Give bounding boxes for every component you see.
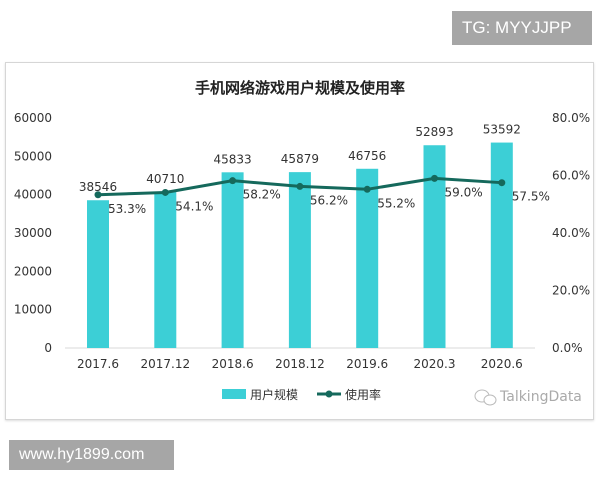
x-tick: 2019.6	[346, 357, 388, 371]
y-left-tick: 10000	[14, 303, 52, 317]
watermark-tg: TG: MYYJJPP	[452, 11, 592, 45]
x-tick: 2020.6	[481, 357, 523, 371]
bar-label: 38546	[79, 180, 117, 194]
x-tick: 2020.3	[414, 357, 456, 371]
bar-label: 40710	[146, 172, 184, 186]
x-tick: 2017.6	[77, 357, 119, 371]
bar	[154, 191, 177, 348]
bar-label: 52893	[415, 125, 453, 139]
logo-text: TalkingData	[499, 389, 582, 405]
bar-label: 45833	[214, 152, 252, 166]
line-point	[431, 174, 438, 182]
legend-line-label: 使用率	[345, 387, 381, 402]
chart-title: 手机网络游戏用户规模及使用率	[195, 79, 405, 97]
line-label: 55.2%	[377, 196, 415, 210]
bar	[87, 200, 109, 348]
y-right-tick: 40.0%	[552, 226, 590, 240]
legend-line-marker	[325, 390, 333, 398]
legend-bar-swatch	[222, 389, 246, 399]
bar	[221, 172, 244, 348]
y-left-tick: 0	[44, 341, 52, 355]
y-left-tick: 40000	[14, 188, 52, 202]
x-tick: 2018.12	[275, 357, 325, 371]
watermark-site: www.hy1899.com	[9, 440, 174, 470]
bar-label: 53592	[483, 123, 521, 137]
line-label: 57.5%	[512, 190, 550, 204]
line-point	[296, 182, 304, 190]
line-point	[363, 185, 371, 193]
line-point	[229, 177, 237, 185]
y-right-tick: 60.0%	[552, 169, 590, 183]
legend: 用户规模 使用率	[222, 387, 381, 402]
bar-label: 45879	[281, 152, 319, 166]
talkingdata-logo: TalkingData	[474, 389, 582, 406]
line-label: 54.1%	[175, 199, 213, 213]
bar-label: 46756	[348, 149, 386, 163]
line-point	[498, 179, 506, 187]
x-tick: 2017.12	[140, 357, 190, 371]
chart-frame	[5, 62, 594, 420]
bar	[288, 172, 311, 348]
x-tick: 2018.6	[212, 357, 254, 371]
y-right-tick: 20.0%	[552, 284, 590, 298]
line-point	[94, 191, 102, 199]
y-left-tick: 30000	[14, 226, 52, 240]
line-label: 58.2%	[243, 188, 281, 202]
line-label: 53.3%	[108, 202, 146, 216]
y-left-tick: 50000	[14, 149, 52, 163]
y-right-tick: 80.0%	[552, 111, 590, 125]
bar	[356, 168, 379, 348]
y-left-tick: 20000	[14, 264, 52, 278]
bar	[423, 145, 446, 348]
bar	[490, 142, 513, 348]
line-label: 59.0%	[445, 185, 483, 199]
line-label: 56.2%	[310, 193, 348, 207]
y-left-tick: 60000	[14, 111, 52, 125]
line-point	[161, 188, 169, 196]
y-right-tick: 0.0%	[552, 341, 583, 355]
legend-bar-label: 用户规模	[250, 387, 298, 402]
